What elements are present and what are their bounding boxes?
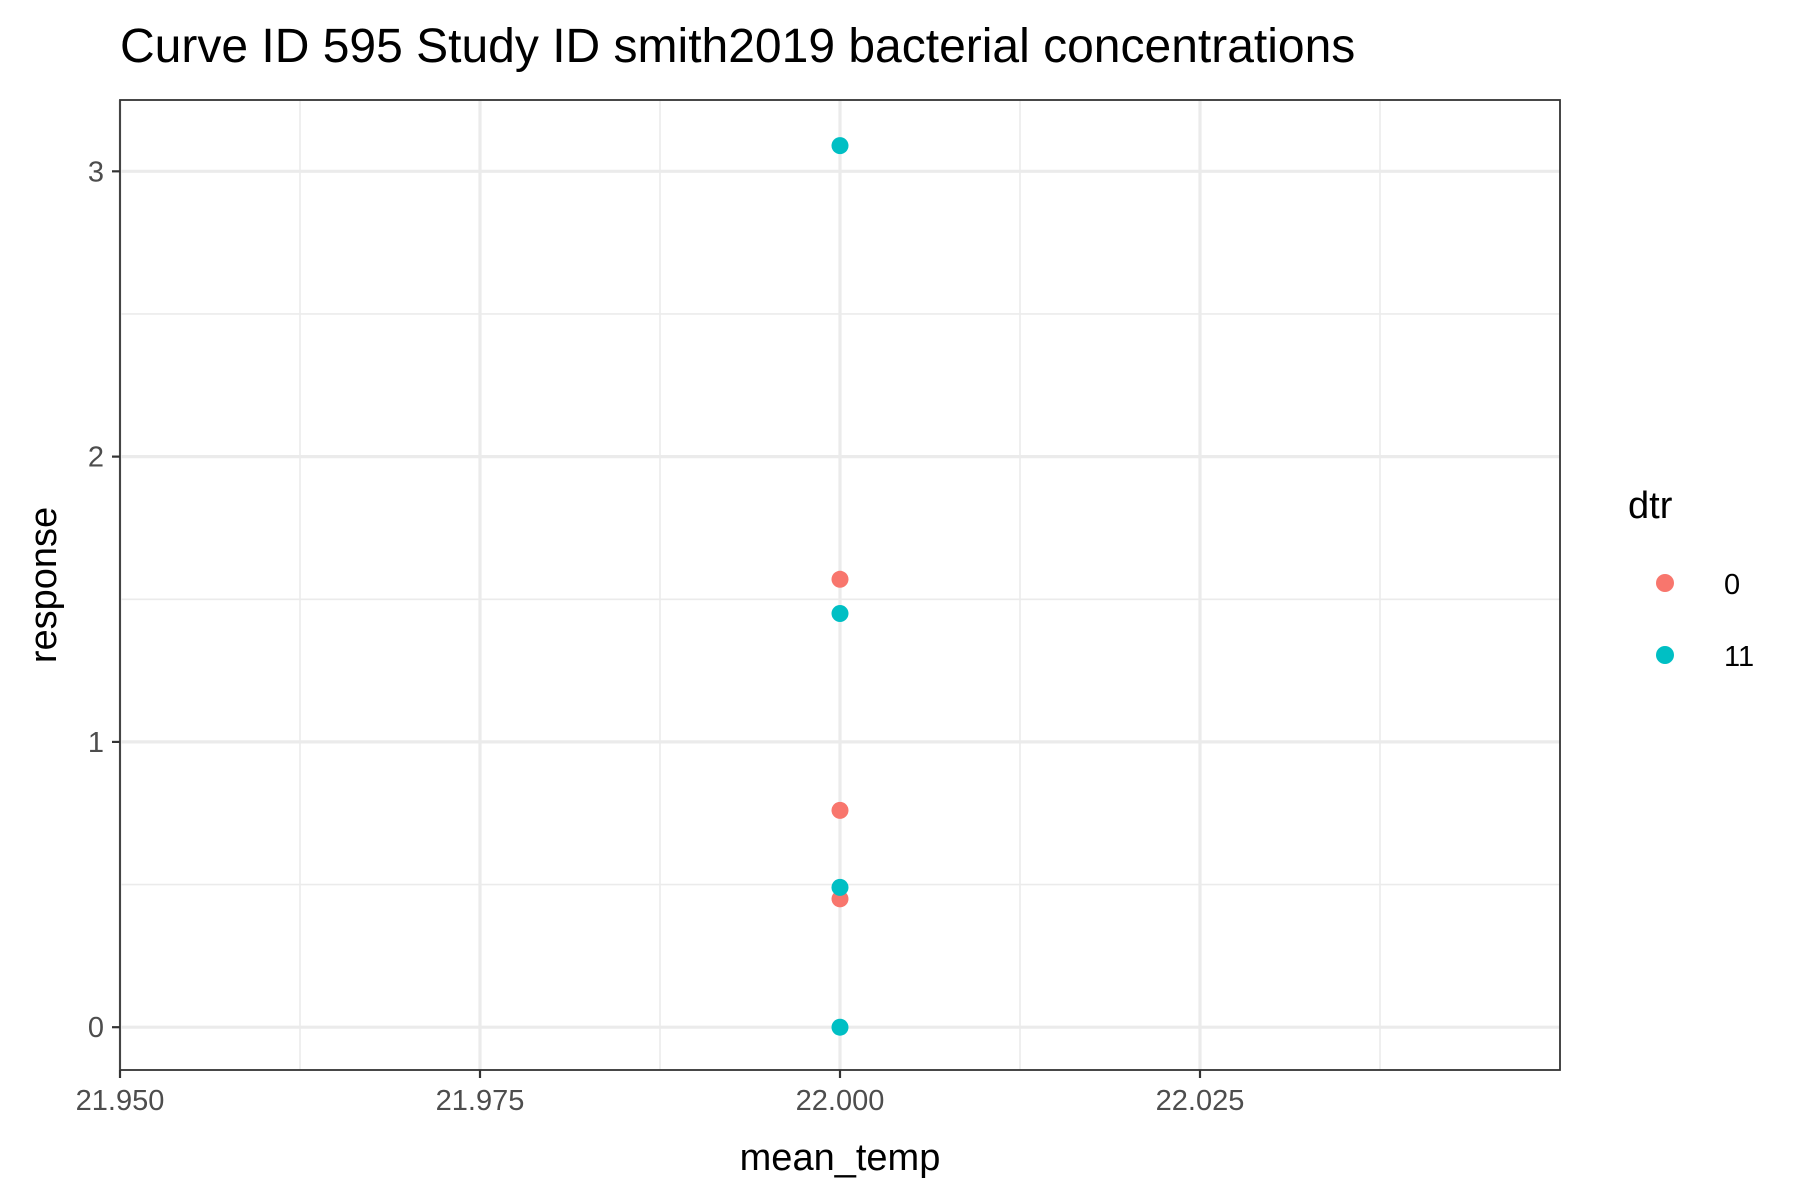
- legend-label-0: 0: [1724, 569, 1740, 601]
- data-point-dtr-11: [831, 878, 849, 896]
- x-axis-title: mean_temp: [740, 1137, 941, 1179]
- y-tick-label: 0: [88, 1012, 104, 1044]
- legend-items: 0 11: [1656, 569, 1754, 673]
- x-tick-label: 22.025: [1156, 1085, 1245, 1117]
- data-point-dtr-11: [831, 137, 849, 155]
- axis-ticks: 21.950 21.975 22.000 22.025 0 1 2 3: [76, 156, 1245, 1117]
- x-tick-label: 22.000: [796, 1085, 885, 1117]
- data-point-dtr-0: [831, 801, 849, 819]
- y-tick-label: 1: [88, 727, 104, 759]
- legend-key-11: [1656, 646, 1674, 664]
- y-tick-label: 2: [88, 442, 104, 474]
- data-point-dtr-11: [831, 605, 849, 623]
- chart-title: Curve ID 595 Study ID smith2019 bacteria…: [120, 20, 1355, 73]
- data-point-dtr-0: [831, 570, 849, 588]
- x-tick-label: 21.950: [76, 1085, 165, 1117]
- legend-label-11: 11: [1724, 641, 1754, 673]
- legend-title: dtr: [1628, 485, 1673, 527]
- data-point-dtr-11: [831, 1018, 849, 1036]
- data-points: [831, 137, 849, 1036]
- y-tick-label: 3: [88, 156, 104, 188]
- legend: dtr 0 11: [1628, 485, 1754, 673]
- y-axis-title: response: [23, 507, 65, 663]
- legend-key-0: [1656, 574, 1674, 592]
- x-tick-label: 21.975: [436, 1085, 525, 1117]
